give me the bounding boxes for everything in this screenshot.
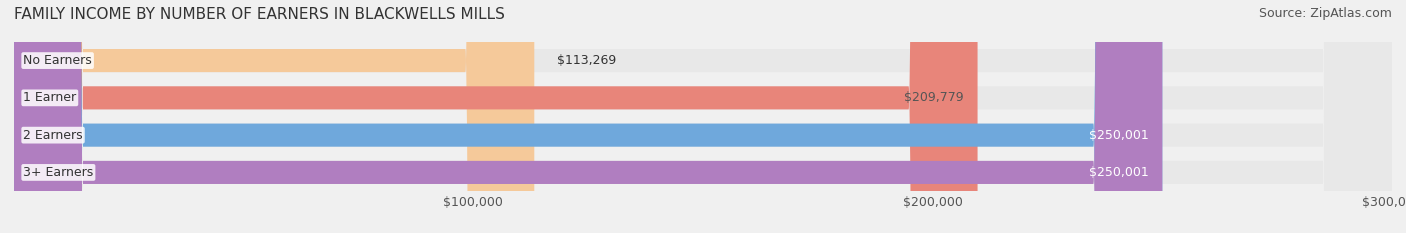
FancyBboxPatch shape <box>14 0 534 233</box>
Text: $250,001: $250,001 <box>1088 129 1149 142</box>
Text: No Earners: No Earners <box>24 54 91 67</box>
FancyBboxPatch shape <box>14 0 1392 233</box>
FancyBboxPatch shape <box>14 0 1163 233</box>
FancyBboxPatch shape <box>14 0 977 233</box>
Text: $209,779: $209,779 <box>904 91 963 104</box>
Text: $113,269: $113,269 <box>557 54 616 67</box>
FancyBboxPatch shape <box>14 0 1392 233</box>
Text: 3+ Earners: 3+ Earners <box>24 166 93 179</box>
Text: 2 Earners: 2 Earners <box>24 129 83 142</box>
Text: 1 Earner: 1 Earner <box>24 91 76 104</box>
Text: Source: ZipAtlas.com: Source: ZipAtlas.com <box>1258 7 1392 20</box>
FancyBboxPatch shape <box>14 0 1163 233</box>
Text: FAMILY INCOME BY NUMBER OF EARNERS IN BLACKWELLS MILLS: FAMILY INCOME BY NUMBER OF EARNERS IN BL… <box>14 7 505 22</box>
FancyBboxPatch shape <box>14 0 1392 233</box>
FancyBboxPatch shape <box>14 0 1392 233</box>
Text: $250,001: $250,001 <box>1088 166 1149 179</box>
